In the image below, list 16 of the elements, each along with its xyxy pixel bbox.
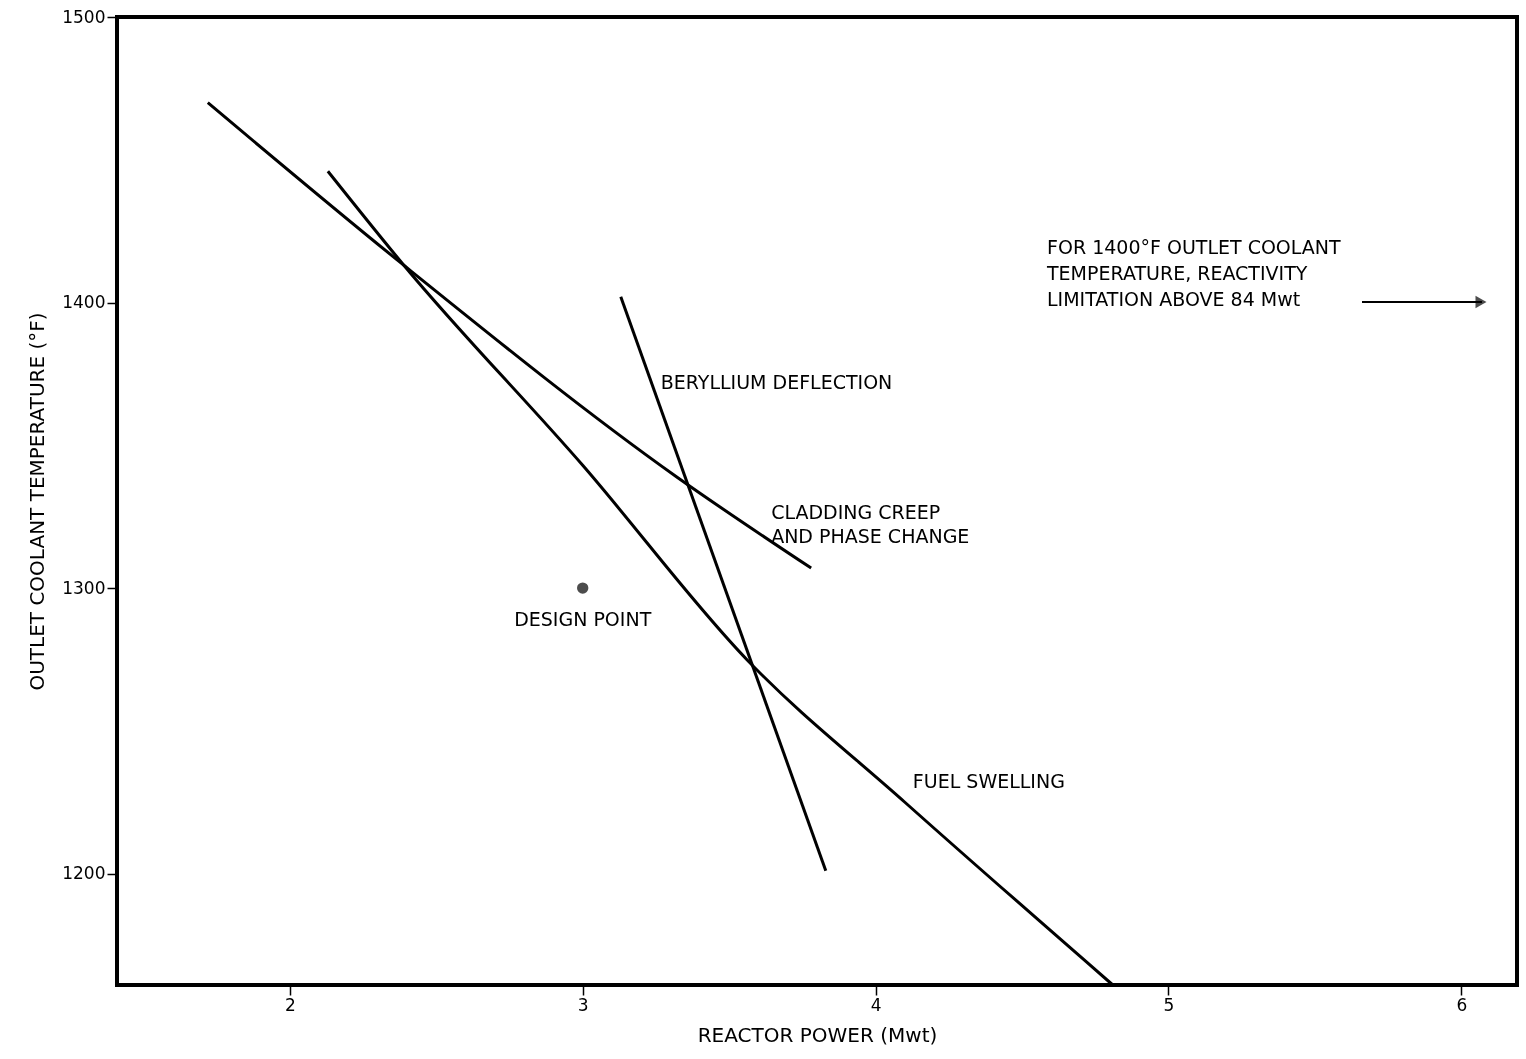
y-tick-label: 1200 — [62, 863, 106, 884]
series-label: FUEL SWELLING — [912, 770, 1065, 793]
series-label: BERYLLIUM DEFLECTION — [660, 370, 893, 393]
y-tick-label: 1300 — [62, 577, 106, 598]
y-tick-label: 1500 — [62, 6, 106, 27]
annotation: FOR 1400°F OUTLET COOLANT TEMPERATURE, REACTIVITY LIMITATION ABOVE 84 Mwt — [1046, 236, 1342, 310]
x-axis-title: REACTOR POWER (Mwt) — [697, 1022, 938, 1047]
series-label: DESIGN POINT — [514, 608, 652, 631]
x-tick-label: 2 — [284, 994, 296, 1015]
x-tick-label: 6 — [1456, 994, 1468, 1015]
series-label: CLADDING CREEP AND PHASE CHANGE — [771, 501, 970, 548]
x-tick-label: 4 — [870, 994, 882, 1015]
y-tick-label: 1400 — [62, 292, 106, 313]
x-tick-label: 3 — [577, 994, 589, 1015]
y-axis-title: OUTLET COOLANT TEMPERATURE (°F) — [25, 312, 50, 691]
x-tick-label: 5 — [1163, 994, 1175, 1015]
